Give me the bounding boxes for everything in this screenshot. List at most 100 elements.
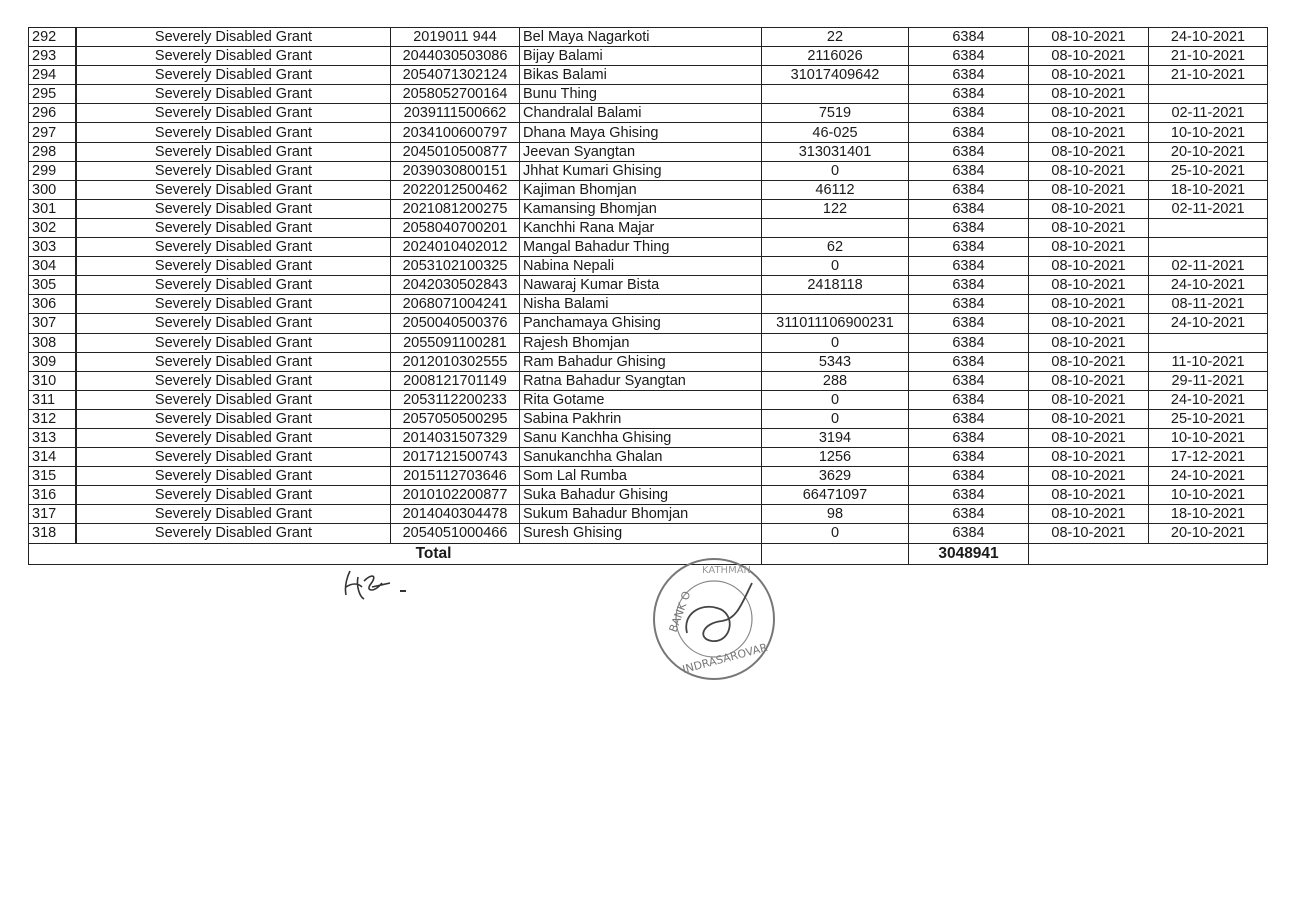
- cell-grant: Severely Disabled Grant: [75, 370, 391, 391]
- cell-date2: 17-12-2021: [1148, 447, 1268, 468]
- cell-date1: 08-10-2021: [1028, 351, 1149, 372]
- table-row: 318 Severely Disabled Grant 2054051000466 S…: [28, 523, 1268, 544]
- empty-cell: [761, 542, 909, 565]
- svg-text:INDRASAROVAR: INDRASAROVAR: [681, 641, 769, 676]
- cell-date2: 29-11-2021: [1148, 370, 1268, 391]
- cell-sn: 295: [28, 84, 77, 105]
- cell-sn: 292: [28, 26, 77, 48]
- cell-grant: Severely Disabled Grant: [75, 237, 391, 258]
- cell-name: Nawaraj Kumar Bista: [519, 275, 762, 296]
- cell-sn: 301: [28, 198, 77, 219]
- cell-name: Dhana Maya Ghising: [519, 122, 762, 143]
- cell-sn: 314: [28, 447, 77, 468]
- empty-cell: [1028, 542, 1268, 565]
- cell-date1: 08-10-2021: [1028, 65, 1149, 86]
- cell-amount: 6384: [908, 141, 1029, 162]
- cell-date1: 08-10-2021: [1028, 466, 1149, 487]
- cell-amount: 6384: [908, 427, 1029, 449]
- cell-account: 122: [761, 198, 909, 219]
- cell-id: 2014040304478: [390, 504, 520, 525]
- cell-id: 2039111500662: [390, 103, 520, 124]
- cell-amount: 6384: [908, 447, 1029, 468]
- cell-sn: 306: [28, 294, 77, 315]
- cell-account: 66471097: [761, 485, 909, 506]
- cell-account: 0: [761, 256, 909, 277]
- cell-amount: 6384: [908, 408, 1029, 429]
- cell-grant: Severely Disabled Grant: [75, 389, 391, 410]
- cell-id: 2045010500877: [390, 141, 520, 162]
- table-row: 309 Severely Disabled Grant 2012010302555 R…: [28, 351, 1268, 372]
- table-row: 298 Severely Disabled Grant 2045010500877 J…: [28, 141, 1268, 162]
- cell-amount: 6384: [908, 389, 1029, 410]
- table-row: 312 Severely Disabled Grant 2057050500295 S…: [28, 408, 1268, 429]
- cell-sn: 310: [28, 370, 77, 391]
- cell-date2: 02-11-2021: [1148, 198, 1268, 219]
- table-row: 299 Severely Disabled Grant 2039030800151 J…: [28, 160, 1268, 181]
- cell-sn: 298: [28, 141, 77, 162]
- cell-sn: 300: [28, 179, 77, 200]
- cell-name: Sabina Pakhrin: [519, 408, 762, 429]
- table-row: 294 Severely Disabled Grant 2054071302124 B…: [28, 65, 1268, 86]
- cell-id: 2010102200877: [390, 485, 520, 506]
- cell-account: 46-025: [761, 122, 909, 143]
- cell-date1: 08-10-2021: [1028, 370, 1149, 391]
- cell-grant: Severely Disabled Grant: [75, 504, 391, 525]
- cell-account: 7519: [761, 103, 909, 124]
- cell-date2: 10-10-2021: [1148, 122, 1268, 143]
- cell-amount: 6384: [908, 26, 1029, 48]
- cell-id: 2054051000466: [390, 523, 520, 544]
- cell-account: 2116026: [761, 46, 909, 67]
- cell-account: 313031401: [761, 141, 909, 162]
- cell-id: 2053112200233: [390, 389, 520, 410]
- cell-id: 2017121500743: [390, 447, 520, 468]
- cell-id: 2021081200275: [390, 198, 520, 219]
- cell-id: 2022012500462: [390, 179, 520, 200]
- cell-date1: 08-10-2021: [1028, 447, 1149, 468]
- cell-grant: Severely Disabled Grant: [75, 179, 391, 200]
- cell-date1: 08-10-2021: [1028, 179, 1149, 200]
- cell-date2: 24-10-2021: [1148, 466, 1268, 487]
- cell-grant: Severely Disabled Grant: [75, 26, 391, 48]
- cell-date2: [1148, 217, 1268, 239]
- cell-grant: Severely Disabled Grant: [75, 294, 391, 315]
- cell-id: 2015112703646: [390, 466, 520, 487]
- signature: [344, 570, 406, 600]
- cell-date1: 08-10-2021: [1028, 523, 1149, 544]
- cell-name: Suresh Ghising: [519, 523, 762, 544]
- cell-id: 2014031507329: [390, 427, 520, 449]
- cell-date2: 24-10-2021: [1148, 26, 1268, 48]
- cell-date2: 20-10-2021: [1148, 523, 1268, 544]
- cell-id: 2053102100325: [390, 256, 520, 277]
- cell-account: 46112: [761, 179, 909, 200]
- table-row: 306 Severely Disabled Grant 2068071004241 N…: [28, 294, 1268, 315]
- cell-grant: Severely Disabled Grant: [75, 65, 391, 86]
- table-row: 304 Severely Disabled Grant 2053102100325 N…: [28, 256, 1268, 277]
- cell-name: Bunu Thing: [519, 84, 762, 105]
- cell-account: 0: [761, 523, 909, 544]
- cell-amount: 6384: [908, 523, 1029, 544]
- cell-amount: 6384: [908, 313, 1029, 334]
- cell-date2: 02-11-2021: [1148, 256, 1268, 277]
- bank-stamp: BANK O KATHMAN INDRASAROVAR: [653, 558, 775, 680]
- cell-amount: 6384: [908, 256, 1029, 277]
- cell-sn: 307: [28, 313, 77, 334]
- cell-amount: 6384: [908, 84, 1029, 105]
- cell-account: 0: [761, 332, 909, 353]
- cell-account: 0: [761, 389, 909, 410]
- cell-date2: 21-10-2021: [1148, 46, 1268, 67]
- cell-date1: 08-10-2021: [1028, 332, 1149, 353]
- cell-sn: 312: [28, 408, 77, 429]
- cell-sn: 313: [28, 427, 77, 449]
- cell-id: 2019011 944: [390, 26, 520, 48]
- cell-amount: 6384: [908, 160, 1029, 181]
- table-row: 302 Severely Disabled Grant 2058040700201 K…: [28, 217, 1268, 239]
- cell-date1: 08-10-2021: [1028, 256, 1149, 277]
- cell-date2: 21-10-2021: [1148, 65, 1268, 86]
- cell-account: 31017409642: [761, 65, 909, 86]
- cell-grant: Severely Disabled Grant: [75, 351, 391, 372]
- table-row: 317 Severely Disabled Grant 2014040304478 S…: [28, 504, 1268, 525]
- cell-grant: Severely Disabled Grant: [75, 447, 391, 468]
- cell-id: 2024010402012: [390, 237, 520, 258]
- cell-sn: 315: [28, 466, 77, 487]
- cell-grant: Severely Disabled Grant: [75, 103, 391, 124]
